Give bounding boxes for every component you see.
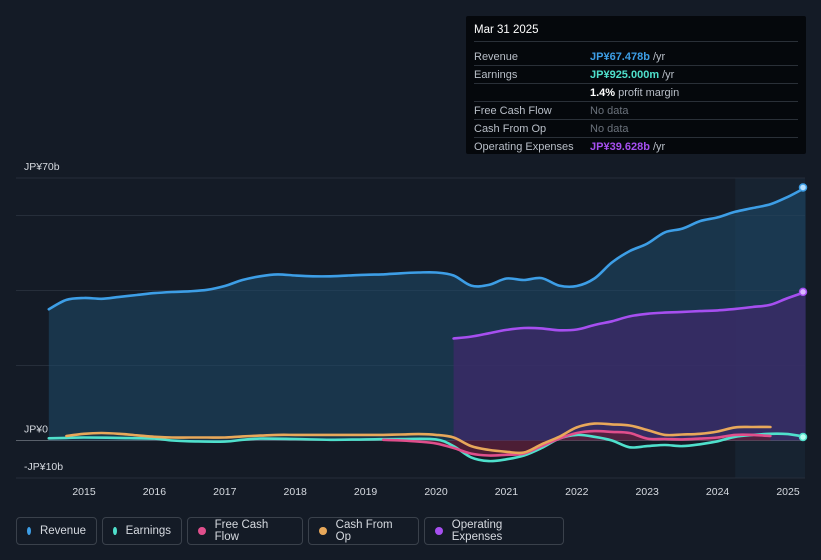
legend-dot-icon [198, 527, 206, 535]
tooltip-label: Earnings [474, 68, 518, 81]
tooltip-unit: /yr [652, 50, 666, 63]
tooltip-row-cfo: Cash From Op No data [474, 120, 798, 138]
y-tick-label: JP¥0 [24, 424, 48, 436]
legend-free-cash-flow[interactable]: Free Cash Flow [187, 517, 303, 545]
tooltip-unit: profit margin [618, 86, 680, 99]
tooltip-value: JP¥39.628b [590, 140, 650, 153]
tooltip-value: No data [590, 122, 629, 135]
y-axis-labels: JP¥70b JP¥0 -JP¥10b [24, 161, 63, 473]
x-tick-label: 2017 [213, 486, 237, 498]
legend-label: Operating Expenses [451, 519, 503, 543]
tooltip-row-earnings: Earnings JP¥925.000m /yr [474, 66, 798, 84]
legend-label: Revenue [39, 525, 86, 537]
line-operating-expenses [452, 290, 807, 340]
x-tick-label: 2020 [424, 486, 448, 498]
x-tick-label: 2021 [495, 486, 519, 498]
tooltip-row-margin: 1.4% profit margin [474, 84, 798, 102]
tooltip-unit: /yr [652, 140, 666, 153]
line-cash-from-op [65, 422, 772, 455]
line-revenue [47, 186, 807, 311]
tooltip-value: JP¥925.000m [590, 68, 660, 81]
tooltip-value: JP¥67.478b [590, 50, 650, 63]
x-tick-label: 2015 [72, 486, 96, 498]
x-tick-label: 2024 [706, 486, 730, 498]
legend-operating-expenses[interactable]: Operating Expenses [424, 517, 564, 545]
x-tick-label: 2019 [354, 486, 378, 498]
x-tick-label: 2016 [143, 486, 167, 498]
legend-dot-icon [435, 527, 443, 535]
end-marker-earnings [798, 432, 808, 442]
tooltip-value: No data [590, 104, 629, 117]
legend-earnings[interactable]: Earnings [102, 517, 182, 545]
series-lines [47, 186, 807, 463]
line-earnings [47, 432, 807, 463]
y-tick-label: -JP¥10b [24, 461, 63, 473]
end-marker-revenue [798, 183, 808, 192]
tooltip-date: Mar 31 2025 [474, 24, 798, 42]
end-markers [798, 183, 808, 442]
legend-dot-icon [27, 527, 31, 535]
tooltip-label: Free Cash Flow [474, 104, 552, 117]
legend-label: Free Cash Flow [214, 519, 269, 543]
tooltip-label: Revenue [474, 50, 519, 63]
x-tick-label: 2022 [565, 486, 589, 498]
x-tick-label: 2018 [284, 486, 308, 498]
legend-cash-from-op[interactable]: Cash From Op [308, 517, 419, 545]
tooltip-label: Cash From Op [474, 122, 547, 135]
tooltip-panel: Mar 31 2025 Revenue JP¥67.478b /yr Earni… [466, 16, 806, 154]
x-axis-labels: 2015 2016 2017 2018 2019 2020 2021 2022 2023 2024… [72, 486, 800, 498]
legend-dot-icon [319, 527, 327, 535]
x-tick-label: 2023 [636, 486, 660, 498]
tooltip-value: 1.4% [590, 86, 616, 99]
tooltip-unit: /yr [662, 68, 675, 81]
legend-dot-icon [113, 527, 117, 535]
tooltip-row-revenue: Revenue JP¥67.478b /yr [474, 48, 798, 66]
legend-label: Cash From Op [335, 519, 393, 543]
tooltip-row-opex: Operating Expenses JP¥39.628b /yr [474, 138, 798, 155]
y-tick-label: JP¥70b [24, 161, 60, 173]
x-tick-label: 2025 [776, 486, 800, 498]
legend-label: Earnings [125, 525, 171, 537]
tooltip-row-fcf: Free Cash Flow No data [474, 102, 798, 120]
tooltip-label: Operating Expenses [474, 140, 574, 153]
legend-revenue[interactable]: Revenue [16, 517, 97, 545]
end-marker-operating-expenses [798, 287, 808, 297]
